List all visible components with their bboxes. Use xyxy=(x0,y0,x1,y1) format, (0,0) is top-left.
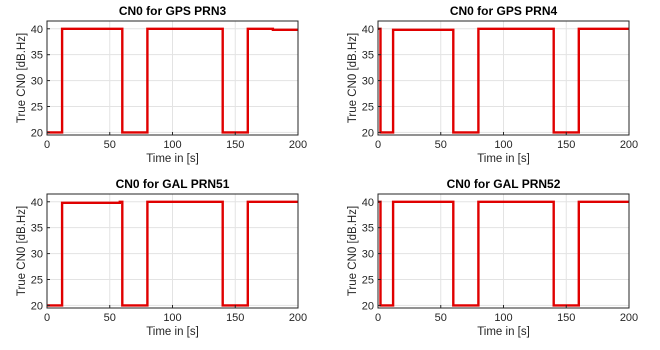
x-axis-label: Time in [s] xyxy=(477,153,530,165)
y-tick-label: 40 xyxy=(31,197,43,209)
data-series-line xyxy=(47,27,298,134)
x-tick-label: 0 xyxy=(44,312,50,324)
chart-title: CN0 for GPS PRN3 xyxy=(119,4,227,18)
y-tick-label: 35 xyxy=(31,50,43,62)
chart-title: CN0 for GPS PRN4 xyxy=(450,4,558,18)
x-tick-label: 150 xyxy=(557,312,575,324)
y-axis-label: True CN0 [dB.Hz] xyxy=(16,206,28,296)
x-tick-label: 100 xyxy=(163,312,181,324)
x-tick-label: 200 xyxy=(620,139,638,151)
y-axis-label: True CN0 [dB.Hz] xyxy=(347,33,359,123)
chart-panel: 0 50 100 150 200 20 25 30 35 40 CN0 for GPS PRN3 Ti… xyxy=(16,4,307,165)
y-tick-label: 20 xyxy=(31,300,43,312)
y-tick-label: 30 xyxy=(31,76,43,88)
y-axis-label: True CN0 [dB.Hz] xyxy=(347,206,359,296)
x-tick-label: 100 xyxy=(494,139,512,151)
x-tick-label: 150 xyxy=(557,139,575,151)
chart-title: CN0 for GAL PRN51 xyxy=(116,177,230,191)
chart-title: CN0 for GAL PRN52 xyxy=(447,177,561,191)
x-tick-label: 0 xyxy=(375,139,381,151)
x-tick-label: 50 xyxy=(435,312,447,324)
chart-panel: 0 50 100 150 200 20 25 30 35 40 CN0 for GAL PRN52 T… xyxy=(347,177,638,338)
x-tick-label: 50 xyxy=(435,139,447,151)
x-tick-label: 150 xyxy=(226,139,244,151)
y-tick-label: 35 xyxy=(362,223,374,235)
x-tick-label: 200 xyxy=(620,312,638,324)
y-tick-label: 25 xyxy=(31,102,43,114)
y-tick-label: 25 xyxy=(362,102,374,114)
x-axis-label: Time in [s] xyxy=(146,326,199,338)
y-tick-label: 20 xyxy=(362,300,374,312)
data-series-line xyxy=(378,200,629,307)
x-tick-label: 200 xyxy=(289,312,307,324)
y-tick-label: 30 xyxy=(362,76,374,88)
y-tick-label: 40 xyxy=(31,24,43,36)
data-series-line xyxy=(47,200,298,307)
x-tick-label: 100 xyxy=(494,312,512,324)
y-axis-label: True CN0 [dB.Hz] xyxy=(16,33,28,123)
y-tick-label: 40 xyxy=(362,24,374,36)
y-tick-label: 35 xyxy=(362,50,374,62)
y-tick-label: 20 xyxy=(31,127,43,139)
x-tick-label: 150 xyxy=(226,312,244,324)
y-tick-label: 20 xyxy=(362,127,374,139)
chart-panel: 0 50 100 150 200 20 25 30 35 40 CN0 for GAL PRN51 T… xyxy=(16,177,307,338)
x-tick-label: 0 xyxy=(44,139,50,151)
x-tick-label: 0 xyxy=(375,312,381,324)
x-tick-label: 50 xyxy=(104,139,116,151)
y-tick-label: 30 xyxy=(362,249,374,261)
y-tick-label: 25 xyxy=(31,275,43,287)
chart-panel: 0 50 100 150 200 20 25 30 35 40 CN0 for GPS PRN4 Ti… xyxy=(347,4,638,165)
data-series-line xyxy=(378,27,629,134)
y-tick-label: 30 xyxy=(31,249,43,261)
x-axis-label: Time in [s] xyxy=(146,153,199,165)
y-tick-label: 35 xyxy=(31,223,43,235)
y-tick-label: 25 xyxy=(362,275,374,287)
x-tick-label: 100 xyxy=(163,139,181,151)
x-tick-label: 50 xyxy=(104,312,116,324)
x-axis-label: Time in [s] xyxy=(477,326,530,338)
x-tick-label: 200 xyxy=(289,139,307,151)
y-tick-label: 40 xyxy=(362,197,374,209)
